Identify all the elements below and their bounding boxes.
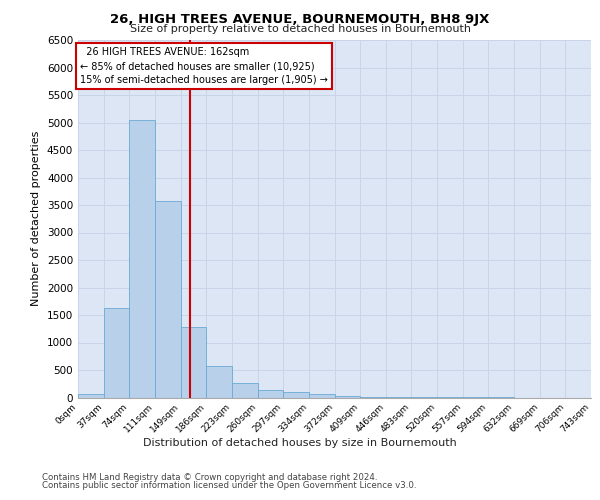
Text: Distribution of detached houses by size in Bournemouth: Distribution of detached houses by size … [143, 438, 457, 448]
Text: Contains HM Land Registry data © Crown copyright and database right 2024.: Contains HM Land Registry data © Crown c… [42, 472, 377, 482]
Bar [308, 394, 335, 398]
Bar [257, 390, 283, 398]
Bar [78, 394, 104, 398]
Bar [206, 366, 232, 398]
Bar [104, 308, 129, 398]
Text: 26 HIGH TREES AVENUE: 162sqm  
← 85% of detached houses are smaller (10,925)
15%: 26 HIGH TREES AVENUE: 162sqm ← 85% of de… [80, 47, 328, 85]
Bar [181, 326, 206, 398]
Bar [335, 396, 361, 398]
Text: 26, HIGH TREES AVENUE, BOURNEMOUTH, BH8 9JX: 26, HIGH TREES AVENUE, BOURNEMOUTH, BH8 … [110, 12, 490, 26]
Bar [129, 120, 155, 398]
Text: Size of property relative to detached houses in Bournemouth: Size of property relative to detached ho… [130, 24, 470, 34]
Bar [361, 397, 386, 398]
Text: Contains public sector information licensed under the Open Government Licence v3: Contains public sector information licen… [42, 482, 416, 490]
Bar [232, 382, 257, 398]
Bar [155, 200, 181, 398]
Y-axis label: Number of detached properties: Number of detached properties [31, 131, 41, 306]
Bar [283, 392, 308, 398]
